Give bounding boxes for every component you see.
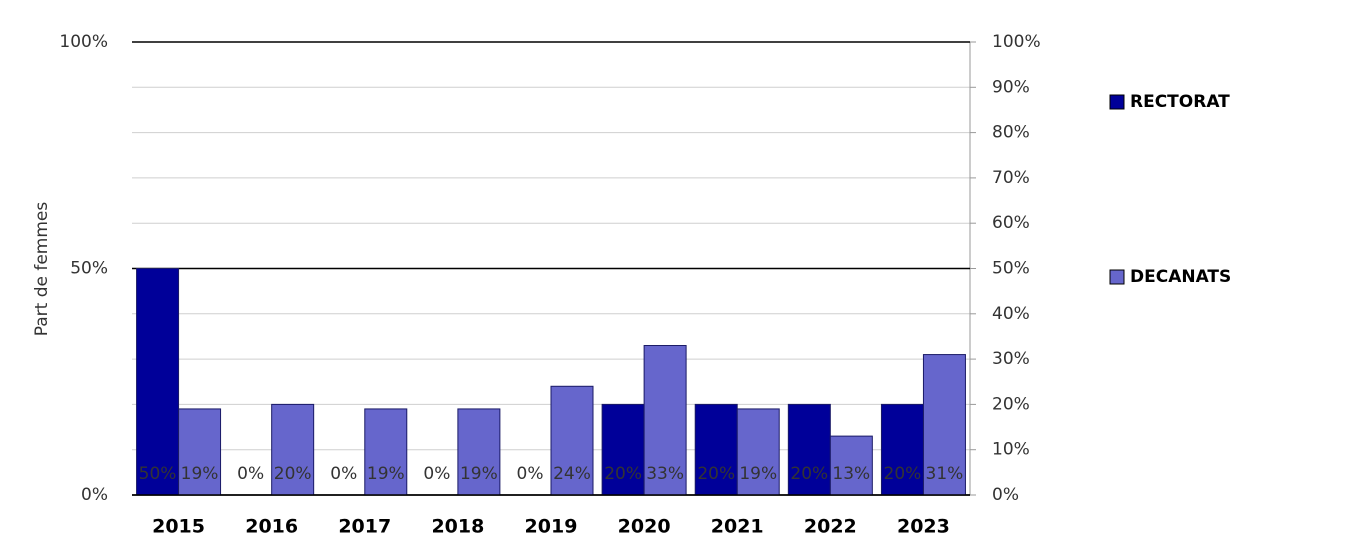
bar <box>136 268 180 496</box>
value-label: 13% <box>832 464 870 484</box>
legend-swatch <box>1109 94 1125 110</box>
bar <box>271 403 315 496</box>
x-tick-label: 2023 <box>897 516 950 538</box>
y2-tick-label: 0% <box>992 485 1019 505</box>
y2-tick-label: 50% <box>992 259 1030 279</box>
legend-label: RECTORAT <box>1130 92 1230 112</box>
y2-tick-label: 10% <box>992 440 1030 460</box>
value-label: 20% <box>697 464 735 484</box>
y-axis-label: Part de femmes <box>32 202 52 337</box>
value-label: 24% <box>553 464 591 484</box>
value-label: 19% <box>181 464 219 484</box>
y2-tick-label: 20% <box>992 394 1030 414</box>
y2-tick-label: 70% <box>992 168 1030 188</box>
bar <box>787 403 831 496</box>
legend-swatch <box>1109 269 1125 285</box>
bar <box>694 403 738 496</box>
value-label: 20% <box>274 464 312 484</box>
y-tick-label: 0% <box>81 485 108 505</box>
value-label: 19% <box>367 464 405 484</box>
value-label: 20% <box>790 464 828 484</box>
value-label: 31% <box>926 464 964 484</box>
bar <box>457 408 501 496</box>
value-label: 0% <box>423 464 450 484</box>
bar <box>601 403 645 496</box>
value-label: 20% <box>604 464 642 484</box>
value-label: 19% <box>460 464 498 484</box>
bar <box>922 354 966 496</box>
bar <box>550 385 594 496</box>
x-tick-label: 2022 <box>804 516 857 538</box>
y2-tick-label: 60% <box>992 213 1030 233</box>
y-tick-label: 100% <box>59 32 108 52</box>
value-label: 20% <box>884 464 922 484</box>
y2-tick-label: 30% <box>992 349 1030 369</box>
value-label: 0% <box>330 464 357 484</box>
bar <box>880 403 924 496</box>
y2-tick-label: 40% <box>992 304 1030 324</box>
x-tick-label: 2020 <box>618 516 671 538</box>
value-label: 0% <box>237 464 264 484</box>
x-tick-label: 2016 <box>245 516 298 538</box>
y-tick-label: 50% <box>70 259 108 279</box>
x-tick-label: 2018 <box>431 516 484 538</box>
x-tick-label: 2017 <box>338 516 391 538</box>
x-tick-label: 2015 <box>152 516 205 538</box>
y2-tick-label: 100% <box>992 32 1041 52</box>
x-tick-label: 2019 <box>525 516 578 538</box>
value-label: 33% <box>646 464 684 484</box>
value-label: 50% <box>139 464 177 484</box>
bar <box>829 435 873 496</box>
y2-tick-label: 80% <box>992 123 1030 143</box>
value-label: 19% <box>739 464 777 484</box>
legend-label: DECANATS <box>1130 267 1231 287</box>
value-label: 0% <box>517 464 544 484</box>
x-tick-label: 2021 <box>711 516 764 538</box>
y2-tick-label: 90% <box>992 77 1030 97</box>
